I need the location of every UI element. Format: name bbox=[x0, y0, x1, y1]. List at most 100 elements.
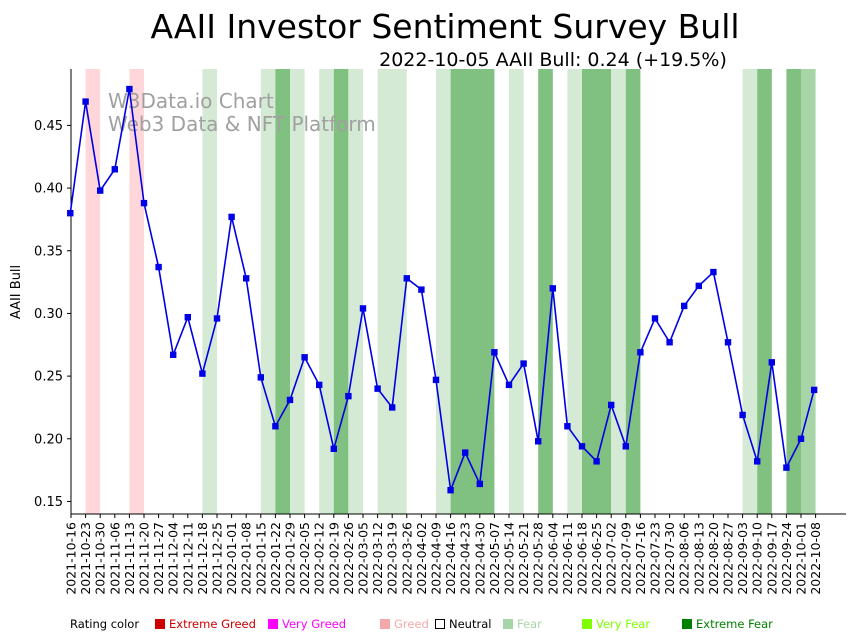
data-point bbox=[505, 381, 513, 389]
data-point bbox=[666, 339, 673, 346]
data-point bbox=[768, 359, 775, 366]
y-tick-label: 0.20 bbox=[34, 432, 63, 447]
band-extreme-fear bbox=[786, 69, 801, 514]
data-point bbox=[316, 381, 323, 389]
band-fear bbox=[567, 69, 582, 514]
data-point bbox=[257, 374, 264, 381]
x-tick-label: 2022-02-26 bbox=[341, 522, 356, 595]
x-tick-label: 2021-12-18 bbox=[195, 522, 210, 595]
data-point bbox=[447, 486, 454, 494]
x-tick-label: 2022-01-08 bbox=[239, 522, 254, 595]
x-tick-label: 2022-03-12 bbox=[370, 522, 385, 595]
x-tick-label: 2022-10-08 bbox=[808, 522, 823, 595]
data-point bbox=[389, 404, 396, 411]
band-extreme-fear bbox=[757, 69, 772, 514]
watermark-line-2: Web3 Data & NFT Platform bbox=[108, 112, 376, 136]
legend-item-greed: Greed bbox=[380, 617, 429, 631]
legend-label: Very Greed bbox=[282, 617, 347, 631]
y-tick-label: 0.15 bbox=[34, 495, 63, 510]
legend-label: Fear bbox=[517, 617, 542, 631]
legend-item-very-fear: Very Fear bbox=[582, 617, 650, 631]
band-extreme-fear bbox=[275, 69, 290, 514]
x-tick-label: 2022-08-06 bbox=[677, 522, 692, 595]
data-point bbox=[710, 268, 717, 276]
band-fear bbox=[509, 69, 524, 514]
y-axis-label: AAII Bull bbox=[9, 265, 24, 319]
legend-item-fear: Fear bbox=[503, 617, 542, 631]
x-tick-label: 2022-03-19 bbox=[385, 522, 400, 595]
band-fear bbox=[436, 69, 451, 514]
data-point bbox=[476, 480, 483, 488]
data-point bbox=[608, 401, 615, 409]
data-point bbox=[681, 302, 688, 310]
legend-label: Greed bbox=[394, 617, 429, 631]
data-point bbox=[724, 339, 732, 346]
x-tick-label: 2022-07-23 bbox=[648, 522, 663, 595]
x-tick-label: 2022-02-05 bbox=[297, 522, 312, 595]
x-tick-label: 2022-02-19 bbox=[326, 522, 341, 595]
data-point bbox=[403, 275, 410, 282]
x-tick-label: 2021-11-20 bbox=[137, 522, 152, 595]
legend-swatch bbox=[380, 619, 390, 629]
x-tick-label: 2021-12-11 bbox=[180, 522, 195, 595]
x-tick-label: 2022-08-27 bbox=[721, 522, 736, 595]
x-tick-label: 2022-08-20 bbox=[706, 522, 721, 595]
x-tick-label: 2022-04-09 bbox=[429, 522, 444, 595]
band-extreme-fear bbox=[450, 69, 495, 514]
legend-swatch bbox=[582, 619, 592, 629]
legend-item-extreme-fear: Extreme Fear bbox=[682, 617, 773, 631]
y-tick-label: 0.45 bbox=[34, 119, 63, 134]
legend-swatch bbox=[155, 619, 165, 629]
data-point bbox=[797, 435, 805, 442]
x-tick-label: 2022-01-15 bbox=[253, 522, 268, 595]
data-point bbox=[243, 275, 250, 282]
band-extreme-fear bbox=[625, 69, 641, 514]
x-tick-label: 2022-04-16 bbox=[443, 522, 458, 595]
legend-swatch bbox=[435, 619, 445, 629]
data-point bbox=[82, 98, 89, 105]
x-tick-label: 2022-04-30 bbox=[472, 522, 487, 595]
legend-swatch bbox=[503, 619, 513, 629]
legend-label: Extreme Greed bbox=[169, 617, 256, 631]
x-tick-label: 2022-04-02 bbox=[414, 522, 429, 595]
data-point bbox=[286, 396, 294, 404]
data-point bbox=[578, 443, 586, 450]
data-point bbox=[111, 166, 118, 173]
data-point bbox=[301, 354, 308, 361]
x-tick-label: 2022-03-05 bbox=[356, 522, 371, 595]
data-point bbox=[593, 458, 600, 465]
x-tick-label: 2021-10-30 bbox=[93, 522, 108, 595]
data-point bbox=[754, 458, 761, 465]
legend-label: Extreme Fear bbox=[696, 617, 773, 631]
band-extreme-fear bbox=[582, 69, 612, 514]
x-tick-label: 2022-03-26 bbox=[399, 522, 414, 595]
x-tick-label: 2022-05-28 bbox=[531, 522, 546, 595]
series-aaii-bull bbox=[67, 85, 818, 494]
y-tick-label: 0.25 bbox=[34, 370, 63, 385]
x-tick-label: 2022-02-12 bbox=[312, 522, 327, 595]
x-tick-label: 2022-05-21 bbox=[516, 522, 531, 595]
legend-label: Very Fear bbox=[596, 617, 651, 631]
x-tick-label: 2022-05-07 bbox=[487, 522, 502, 595]
x-tick-label: 2021-11-13 bbox=[122, 522, 137, 595]
x-tick-label: 2022-06-11 bbox=[560, 522, 575, 595]
x-tick-label: 2021-12-04 bbox=[166, 522, 181, 595]
legend-swatch bbox=[682, 619, 692, 629]
data-point bbox=[637, 349, 644, 356]
x-tick-label: 2022-07-02 bbox=[604, 522, 619, 595]
legend-title: Rating color bbox=[70, 617, 140, 631]
data-point bbox=[564, 423, 571, 430]
chart-title: AAII Investor Sentiment Survey Bull bbox=[150, 7, 739, 46]
band-fear bbox=[742, 69, 758, 514]
data-point bbox=[67, 209, 74, 217]
x-tick-label: 2022-06-04 bbox=[545, 522, 560, 595]
x-tick-label: 2022-01-22 bbox=[268, 522, 283, 595]
data-point bbox=[170, 351, 177, 359]
x-tick-label: 2022-10-01 bbox=[794, 522, 809, 595]
band-fear bbox=[290, 69, 305, 514]
y-tick-label: 0.40 bbox=[34, 182, 63, 197]
data-point bbox=[345, 392, 352, 400]
data-point bbox=[97, 187, 104, 194]
data-point bbox=[199, 370, 206, 377]
